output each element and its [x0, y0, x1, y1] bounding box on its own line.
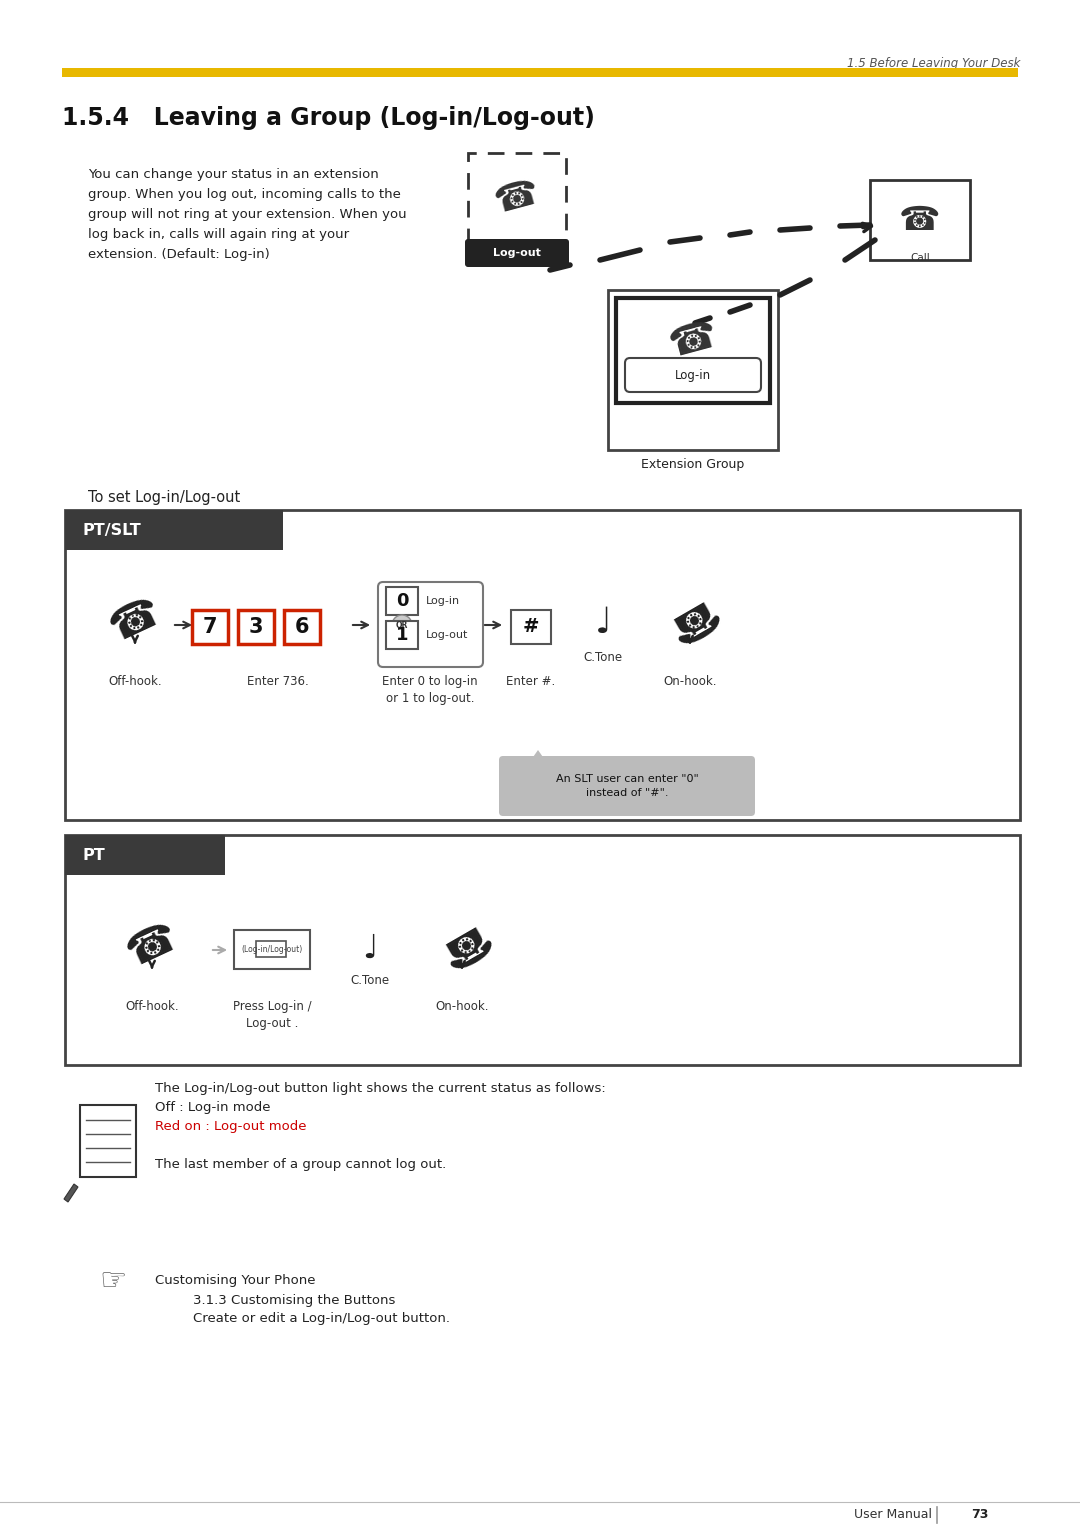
Bar [870, 180, 970, 260]
Text: You can change your status in an extension: You can change your status in an extensi… [87, 168, 379, 180]
Text: An SLT user can enter "0"
instead of "#".: An SLT user can enter "0" instead of "#"… [555, 775, 699, 798]
Text: 1: 1 [395, 626, 408, 643]
Text: ♩: ♩ [362, 932, 378, 964]
Text: Off : Log-in mode: Off : Log-in mode [156, 1102, 270, 1114]
Text: Call: Call [910, 254, 930, 263]
Text: C.Tone: C.Tone [350, 973, 390, 987]
Text: extension. (Default: Log-in): extension. (Default: Log-in) [87, 248, 270, 261]
Text: ☎: ☎ [664, 315, 721, 365]
Text: Extension Group: Extension Group [642, 458, 744, 471]
Text: Create or edit a Log-in/Log-out button.: Create or edit a Log-in/Log-out button. [193, 1313, 450, 1325]
Text: Log-out: Log-out [494, 248, 541, 258]
Bar [608, 290, 778, 451]
Bar [468, 153, 566, 243]
Text: Log-out: Log-out [426, 630, 469, 640]
FancyBboxPatch shape [499, 756, 755, 816]
Text: log back in, calls will again ring at your: log back in, calls will again ring at yo… [87, 228, 349, 241]
Text: ☎: ☎ [900, 203, 941, 237]
Text: User Manual: User Manual [854, 1508, 932, 1522]
Text: PT/SLT: PT/SLT [82, 523, 140, 538]
Text: On-hook.: On-hook. [435, 999, 489, 1013]
Text: ☎: ☎ [103, 590, 167, 649]
Text: Red on : Log-out mode: Red on : Log-out mode [156, 1120, 307, 1132]
Text: The last member of a group cannot log out.: The last member of a group cannot log ou… [156, 1158, 446, 1170]
Text: C.Tone: C.Tone [583, 651, 622, 665]
Text: Enter #.: Enter #. [507, 675, 555, 688]
Bar [62, 69, 1018, 76]
Bar [80, 1105, 136, 1177]
Text: 3.1.3 Customising the Buttons: 3.1.3 Customising the Buttons [193, 1294, 395, 1306]
Text: 7: 7 [203, 617, 217, 637]
FancyBboxPatch shape [234, 931, 310, 969]
Bar [65, 510, 1020, 821]
Text: group. When you log out, incoming calls to the: group. When you log out, incoming calls … [87, 188, 401, 202]
FancyBboxPatch shape [284, 610, 320, 643]
FancyBboxPatch shape [192, 610, 228, 643]
Text: Enter 736.: Enter 736. [247, 675, 309, 688]
Text: 3: 3 [248, 617, 264, 637]
Bar [616, 298, 770, 403]
Polygon shape [64, 1184, 78, 1203]
Text: To set Log-in/Log-out: To set Log-in/Log-out [87, 490, 240, 504]
Text: group will not ring at your extension. When you: group will not ring at your extension. W… [87, 208, 407, 222]
FancyBboxPatch shape [511, 610, 551, 643]
Text: On-hook.: On-hook. [663, 675, 717, 688]
Circle shape [392, 614, 411, 636]
FancyBboxPatch shape [238, 610, 274, 643]
FancyBboxPatch shape [465, 238, 569, 267]
Bar [65, 834, 225, 876]
Text: 6: 6 [295, 617, 309, 637]
Text: ☎: ☎ [120, 915, 185, 975]
Text: ☎: ☎ [429, 914, 495, 976]
FancyBboxPatch shape [386, 587, 418, 614]
Text: PT: PT [82, 848, 105, 862]
Text: Customising Your Phone: Customising Your Phone [156, 1274, 315, 1287]
Text: Press Log-in /
Log-out .: Press Log-in / Log-out . [232, 999, 311, 1030]
Text: (Log-in/Log-out): (Log-in/Log-out) [241, 944, 302, 953]
Text: 73: 73 [971, 1508, 988, 1522]
FancyBboxPatch shape [625, 358, 761, 393]
Bar [65, 834, 1020, 1065]
FancyBboxPatch shape [386, 620, 418, 649]
Text: Log-in: Log-in [675, 368, 711, 382]
Text: OR: OR [395, 620, 408, 630]
Text: Off-hook.: Off-hook. [108, 675, 162, 688]
Bar [65, 510, 283, 550]
Text: Log-in: Log-in [426, 596, 460, 607]
Bar [256, 941, 286, 957]
Text: Off-hook.: Off-hook. [125, 999, 179, 1013]
Text: ☎: ☎ [491, 176, 543, 220]
Text: ☞: ☞ [99, 1268, 126, 1296]
FancyBboxPatch shape [378, 582, 483, 668]
Text: ☎: ☎ [657, 588, 723, 651]
Polygon shape [531, 750, 545, 759]
Text: The Log-in/Log-out button light shows the current status as follows:: The Log-in/Log-out button light shows th… [156, 1082, 606, 1096]
Text: 1.5 Before Leaving Your Desk: 1.5 Before Leaving Your Desk [847, 58, 1020, 70]
Text: 1.5.4   Leaving a Group (Log-in/Log-out): 1.5.4 Leaving a Group (Log-in/Log-out) [62, 105, 595, 130]
Text: 0: 0 [395, 591, 408, 610]
Text: #: # [523, 617, 539, 637]
Text: Enter 0 to log-in
or 1 to log-out.: Enter 0 to log-in or 1 to log-out. [382, 675, 477, 704]
Text: ♩: ♩ [594, 607, 611, 640]
